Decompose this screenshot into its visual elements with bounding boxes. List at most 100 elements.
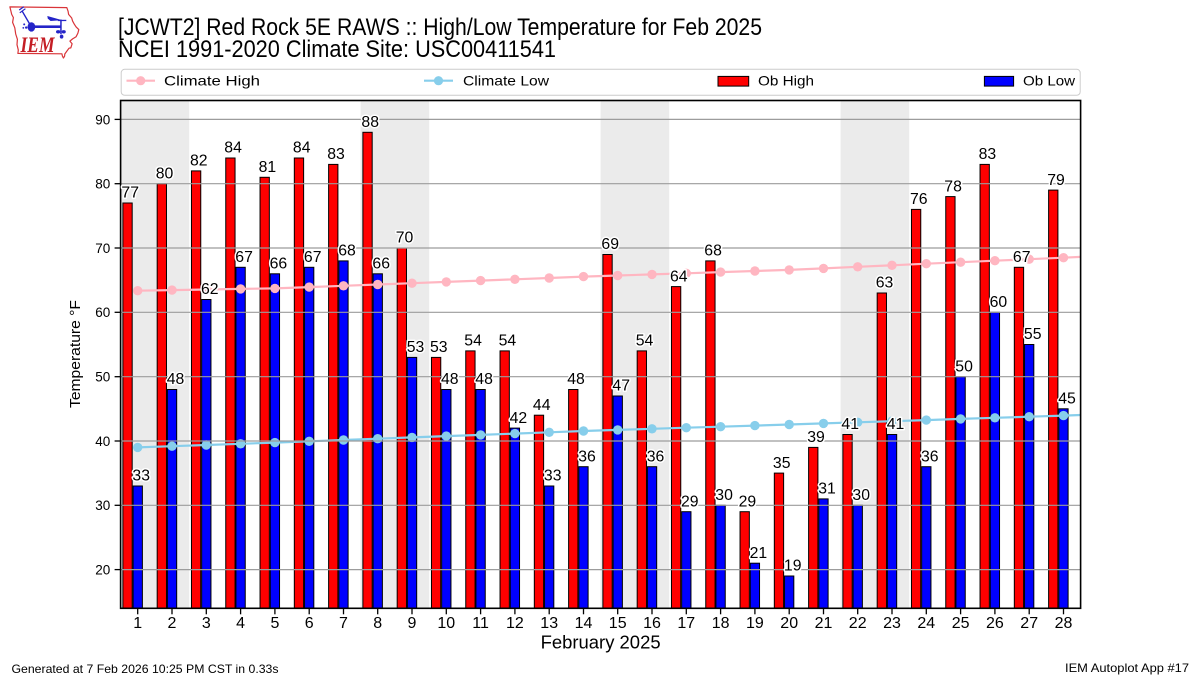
svg-text:[JCWT2] Red Rock 5E RAWS :: Hi: [JCWT2] Red Rock 5E RAWS :: High/Low Tem… [118, 14, 762, 41]
svg-text:8: 8 [373, 615, 382, 632]
svg-text:48: 48 [567, 371, 585, 388]
svg-text:40: 40 [95, 434, 110, 449]
svg-text:54: 54 [499, 333, 517, 350]
svg-text:36: 36 [647, 448, 665, 465]
svg-text:53: 53 [430, 339, 448, 356]
svg-text:45: 45 [1058, 391, 1076, 408]
svg-text:88: 88 [361, 114, 379, 131]
svg-text:77: 77 [121, 185, 139, 202]
svg-text:11: 11 [472, 615, 489, 632]
svg-text:36: 36 [921, 448, 939, 465]
svg-text:5: 5 [270, 615, 279, 632]
svg-text:30: 30 [715, 487, 733, 504]
svg-text:78: 78 [944, 178, 962, 195]
svg-text:84: 84 [293, 140, 311, 157]
svg-text:Temperature °F: Temperature °F [67, 300, 84, 408]
svg-text:68: 68 [338, 243, 356, 260]
svg-text:35: 35 [773, 455, 791, 472]
svg-text:76: 76 [910, 191, 928, 208]
svg-text:28: 28 [1055, 615, 1073, 632]
svg-text:Climate High: Climate High [164, 73, 260, 89]
svg-text:2: 2 [168, 615, 177, 632]
svg-text:7: 7 [339, 615, 348, 632]
svg-text:February 2025: February 2025 [541, 633, 661, 653]
svg-text:50: 50 [95, 370, 110, 385]
svg-text:50: 50 [955, 358, 973, 375]
svg-text:62: 62 [201, 281, 219, 298]
svg-text:3: 3 [202, 615, 211, 632]
svg-text:23: 23 [883, 615, 901, 632]
svg-text:10: 10 [437, 615, 455, 632]
svg-text:24: 24 [917, 615, 935, 632]
svg-text:9: 9 [408, 615, 417, 632]
svg-text:17: 17 [677, 615, 695, 632]
svg-text:19: 19 [784, 558, 802, 575]
svg-text:27: 27 [1020, 615, 1038, 632]
svg-text:36: 36 [578, 448, 596, 465]
svg-text:Generated at 7 Feb 2026 10:25: Generated at 7 Feb 2026 10:25 PM CST in … [12, 662, 279, 675]
svg-text:1: 1 [133, 615, 142, 632]
svg-text:21: 21 [750, 545, 768, 562]
svg-text:66: 66 [372, 256, 390, 273]
svg-text:42: 42 [510, 410, 528, 427]
svg-text:80: 80 [95, 177, 110, 192]
svg-text:41: 41 [887, 416, 905, 433]
svg-text:26: 26 [986, 615, 1004, 632]
svg-text:Ob Low: Ob Low [1023, 73, 1076, 89]
svg-text:18: 18 [712, 615, 730, 632]
svg-text:4: 4 [236, 615, 245, 632]
svg-text:54: 54 [636, 333, 654, 350]
svg-text:39: 39 [807, 429, 825, 446]
svg-text:25: 25 [952, 615, 970, 632]
svg-text:Climate Low: Climate Low [463, 73, 550, 89]
svg-text:81: 81 [259, 159, 277, 176]
svg-text:60: 60 [990, 294, 1008, 311]
svg-text:83: 83 [327, 146, 345, 163]
svg-text:70: 70 [396, 230, 414, 247]
svg-text:80: 80 [156, 165, 174, 182]
svg-text:33: 33 [544, 468, 562, 485]
svg-text:60: 60 [95, 305, 110, 320]
svg-text:69: 69 [601, 236, 619, 253]
svg-text:63: 63 [876, 275, 894, 292]
svg-text:54: 54 [464, 333, 482, 350]
svg-text:13: 13 [540, 615, 558, 632]
svg-text:29: 29 [681, 493, 699, 510]
svg-text:21: 21 [815, 615, 833, 632]
svg-text:29: 29 [739, 493, 757, 510]
svg-text:47: 47 [612, 378, 630, 395]
svg-text:6: 6 [305, 615, 314, 632]
svg-text:55: 55 [1024, 326, 1042, 343]
svg-text:33: 33 [132, 468, 150, 485]
svg-text:30: 30 [852, 487, 870, 504]
svg-text:67: 67 [1013, 249, 1031, 266]
svg-text:15: 15 [609, 615, 627, 632]
svg-text:30: 30 [95, 498, 110, 513]
svg-text:41: 41 [841, 416, 859, 433]
svg-text:82: 82 [190, 153, 208, 170]
svg-text:IEM Autoplot App #17: IEM Autoplot App #17 [1065, 661, 1189, 675]
svg-text:67: 67 [304, 249, 322, 266]
svg-text:48: 48 [475, 371, 493, 388]
svg-text:66: 66 [270, 256, 288, 273]
svg-text:31: 31 [818, 481, 836, 498]
svg-text:IEM: IEM [20, 32, 56, 57]
svg-text:16: 16 [643, 615, 661, 632]
svg-text:20: 20 [780, 615, 798, 632]
svg-text:48: 48 [441, 371, 459, 388]
svg-text:48: 48 [167, 371, 185, 388]
svg-text:12: 12 [506, 615, 524, 632]
svg-text:68: 68 [704, 243, 722, 260]
svg-text:NCEI 1991-2020 Climate Site: U: NCEI 1991-2020 Climate Site: USC00411541 [118, 36, 556, 63]
svg-text:84: 84 [224, 140, 242, 157]
svg-text:14: 14 [575, 615, 593, 632]
svg-text:53: 53 [407, 339, 425, 356]
svg-text:19: 19 [746, 615, 764, 632]
svg-text:64: 64 [670, 268, 688, 285]
svg-text:90: 90 [95, 112, 110, 127]
svg-text:70: 70 [95, 241, 110, 256]
svg-text:67: 67 [235, 249, 253, 266]
svg-text:20: 20 [95, 563, 110, 578]
svg-text:83: 83 [979, 146, 997, 163]
svg-text:22: 22 [849, 615, 867, 632]
